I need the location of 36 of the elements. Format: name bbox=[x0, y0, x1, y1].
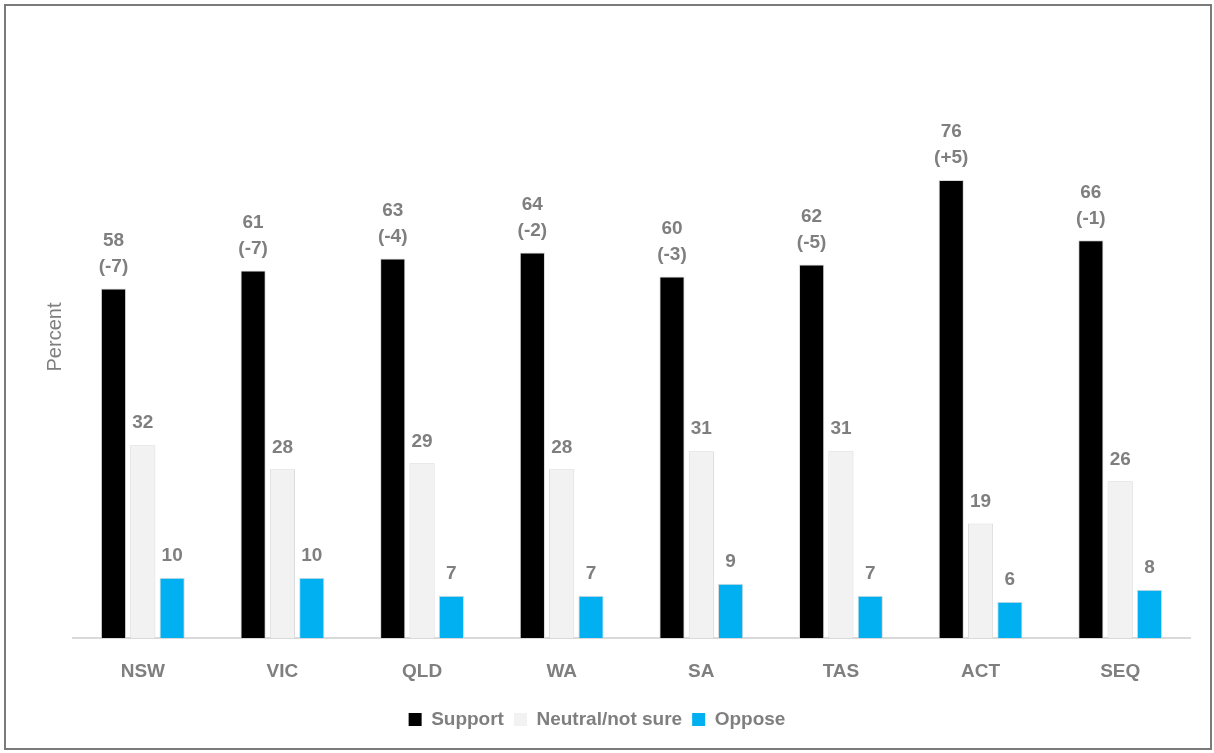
data-label: 66 (-1) bbox=[1076, 180, 1106, 228]
data-label: 63 (-4) bbox=[377, 198, 408, 246]
y-axis-title: Percent bbox=[42, 302, 65, 372]
data-label: 64 (-2) bbox=[517, 192, 548, 240]
data-label: 19 bbox=[969, 489, 992, 511]
x-tick-label: VIC bbox=[266, 659, 299, 681]
data-label: 28 bbox=[271, 435, 294, 457]
legend-label: Neutral/not sure bbox=[536, 707, 683, 729]
data-label: 28 bbox=[551, 435, 573, 457]
data-label: 76 (+5) bbox=[934, 120, 969, 168]
data-label: 7 bbox=[864, 562, 876, 584]
data-label: 9 bbox=[725, 550, 736, 572]
data-label: 7 bbox=[585, 562, 597, 584]
data-label: 6 bbox=[1004, 568, 1016, 590]
data-label: 7 bbox=[446, 562, 457, 584]
x-tick-label: SA bbox=[688, 659, 715, 681]
data-label: 26 bbox=[1109, 447, 1131, 469]
data-label: 58 (-7) bbox=[98, 228, 129, 276]
data-label: 61 (-7) bbox=[238, 210, 268, 258]
data-label: 29 bbox=[411, 429, 433, 451]
legend-label: Oppose bbox=[714, 707, 786, 729]
x-tick-label: ACT bbox=[961, 659, 1001, 681]
data-label: 10 bbox=[161, 543, 183, 565]
x-tick-label: TAS bbox=[822, 659, 860, 681]
x-tick-label: NSW bbox=[120, 659, 166, 681]
data-label: 10 bbox=[301, 543, 323, 565]
x-tick-label: WA bbox=[546, 659, 578, 681]
data-label: 60 (-3) bbox=[657, 216, 687, 264]
data-label: 31 bbox=[690, 417, 713, 439]
data-label: 62 (-5) bbox=[796, 204, 827, 252]
x-tick-label: SEQ bbox=[1100, 659, 1141, 681]
data-label: 8 bbox=[1144, 556, 1155, 578]
data-label: 32 bbox=[132, 411, 154, 433]
legend-label: Support bbox=[431, 707, 505, 729]
x-tick-label: QLD bbox=[402, 659, 443, 681]
data-label: 31 bbox=[830, 417, 852, 439]
